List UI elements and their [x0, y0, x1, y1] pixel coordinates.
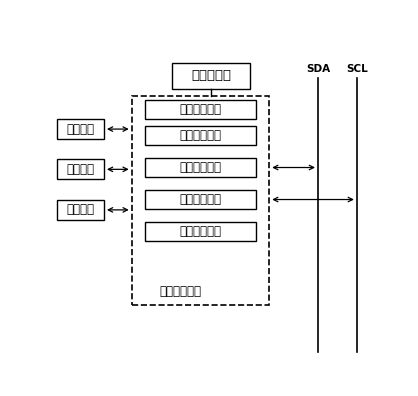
Bar [145, 222, 256, 241]
Bar [57, 200, 104, 220]
Bar [57, 160, 104, 179]
Text: SCL: SCL [346, 64, 368, 74]
Text: 第一判定模块: 第一判定模块 [179, 129, 222, 142]
Bar [132, 96, 269, 305]
Bar [57, 119, 104, 139]
Text: 状态寄存器: 状态寄存器 [191, 69, 231, 82]
Text: 第二判断模块: 第二判断模块 [179, 225, 222, 238]
Bar [145, 190, 256, 209]
Text: 主控器件: 主控器件 [66, 123, 94, 135]
Text: 主控器件: 主控器件 [66, 204, 94, 216]
Text: 第二分配模块: 第二分配模块 [179, 193, 222, 206]
Bar [145, 158, 256, 177]
Bar [172, 63, 250, 89]
Text: 第一分配模块: 第一分配模块 [179, 161, 222, 174]
Bar [145, 126, 256, 145]
Text: SDA: SDA [306, 64, 330, 74]
Bar [145, 100, 256, 119]
Text: 第一收发模块: 第一收发模块 [179, 103, 222, 116]
Text: 总线仲裁单元: 总线仲裁单元 [159, 285, 201, 298]
Text: 主控器件: 主控器件 [66, 163, 94, 176]
